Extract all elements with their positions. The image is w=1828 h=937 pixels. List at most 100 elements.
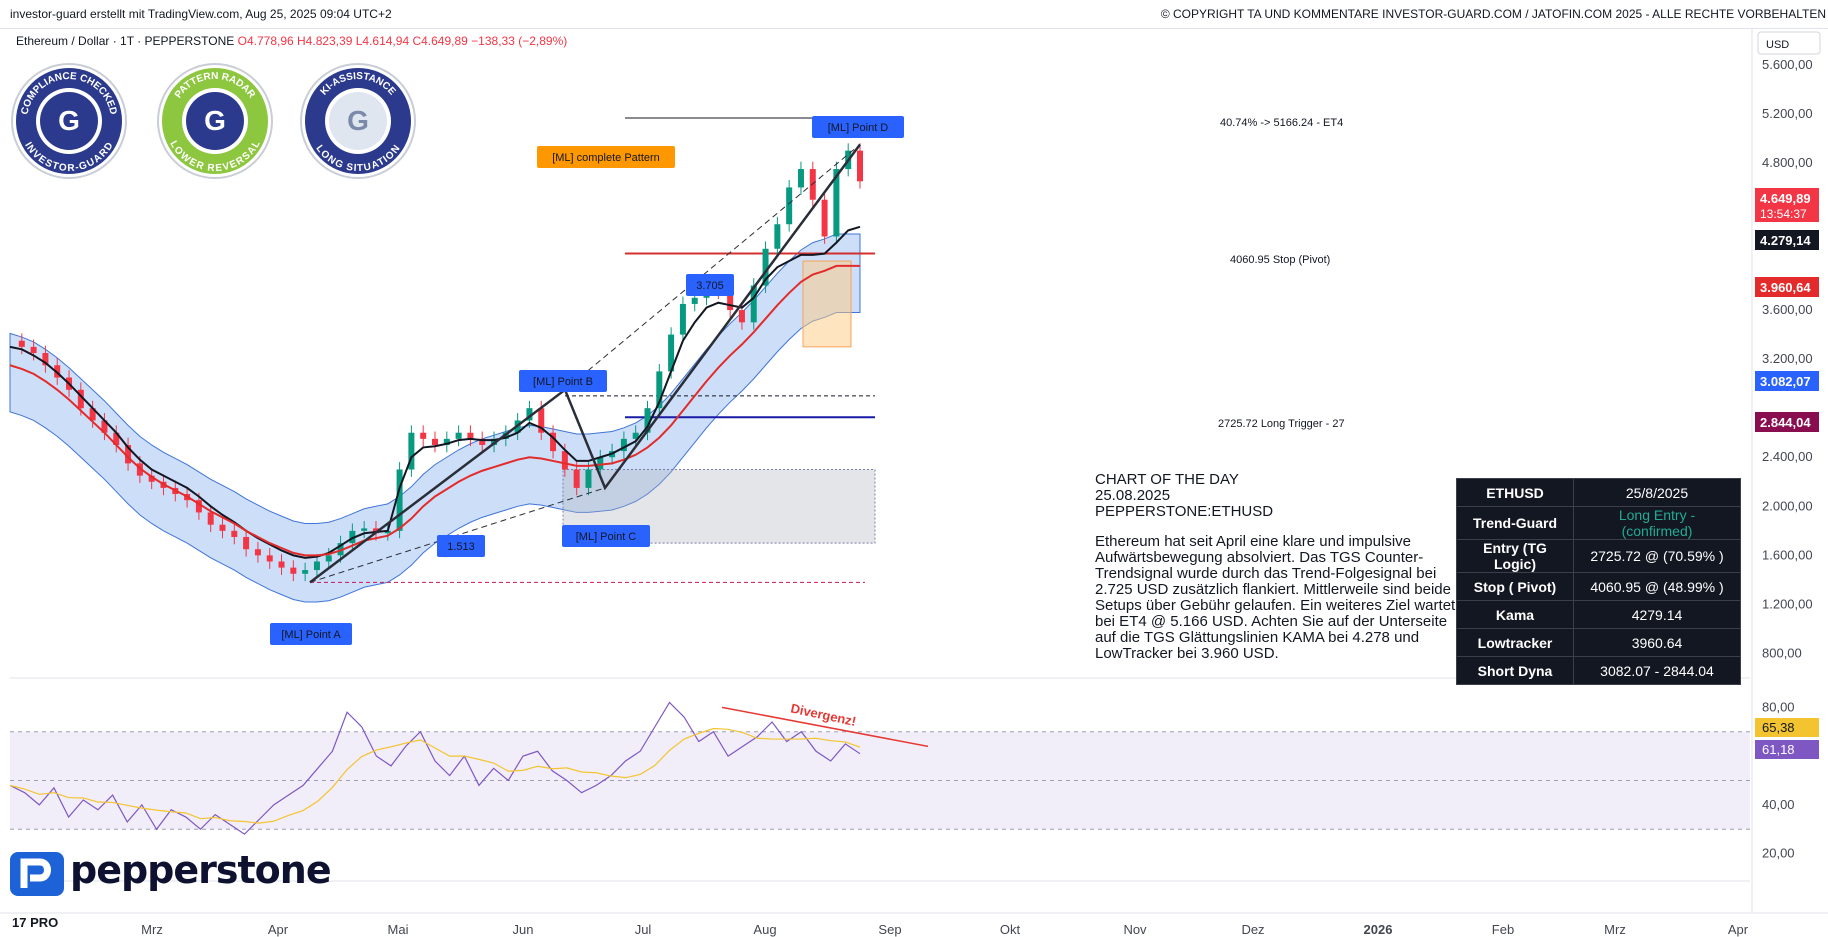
candle-body: [101, 420, 108, 433]
candle-body: [113, 432, 120, 445]
info-row: Entry (TG Logic) 2725.72 @ (70.59% ): [1456, 539, 1741, 573]
pepperstone-p-icon: [10, 852, 64, 896]
price-chart[interactable]: USD5.600,005.200,004.800,004.400,003.600…: [0, 28, 1828, 937]
symbol-name: Ethereum / Dollar · 1T · PEPPERSTONE: [16, 34, 235, 48]
pattern-label-text: [ML] Point D: [828, 122, 889, 134]
pattern-label-text: [ML] complete Pattern: [552, 152, 660, 164]
y-tick-label: 4.800,00: [1762, 155, 1813, 170]
candle-body: [125, 444, 132, 464]
top-bar: investor-guard erstellt mit TradingView.…: [0, 0, 1828, 29]
divergence-label: Divergenz!: [789, 701, 857, 729]
rsi-tick-label: 80,00: [1762, 699, 1795, 714]
candle-body: [266, 555, 273, 562]
info-row: Stop ( Pivot) 4060.95 @ (48.99% ): [1456, 572, 1741, 601]
candle-body: [550, 432, 557, 452]
y-tick-label: 1.600,00: [1762, 547, 1813, 562]
candle-body: [325, 555, 332, 562]
pattern-label-box: [812, 116, 904, 138]
candle-body: [384, 530, 391, 534]
rsi-ma-line: [9, 727, 861, 824]
candle-body: [361, 528, 368, 531]
harmonic-pattern: [309, 143, 862, 584]
candle-body: [632, 432, 639, 439]
info-value: Long Entry - (confirmed): [1573, 506, 1741, 540]
pepperstone-logo: pepperstone: [10, 848, 332, 901]
ohlc-values: O4.778,96 H4.823,39 L4.614,94 C4.649,89 …: [237, 34, 568, 48]
y-tick-label: 2.000,00: [1762, 498, 1813, 513]
candle-body: [396, 469, 403, 531]
rsi-tag: [1755, 740, 1819, 759]
candle-body: [313, 561, 320, 571]
copyright-line: © COPYRIGHT TA UND KOMMENTARE INVESTOR-G…: [1160, 7, 1826, 21]
candle-body: [679, 303, 686, 335]
candle-body: [443, 438, 450, 445]
candle-body: [738, 310, 745, 323]
x-tick-label: Sep: [878, 922, 901, 937]
info-value: 2725.72 @ (70.59% ): [1573, 539, 1741, 573]
info-row: Lowtracker 3960.64: [1456, 628, 1741, 657]
x-tick-label: Okt: [1000, 922, 1021, 937]
info-value: 25/8/2025: [1573, 478, 1741, 507]
candle-body: [302, 570, 309, 574]
pattern-label-box: [562, 525, 650, 547]
story-date: 25.08.2025: [1095, 487, 1171, 504]
info-key: Entry (TG Logic): [1456, 539, 1574, 573]
seal-badge: COMPLIANCE CHECKED INVESTOR-GUARD G: [10, 62, 128, 180]
candle-body: [77, 389, 84, 409]
rsi-tick-label: 20,00: [1762, 846, 1795, 861]
x-tick-label: Feb: [1492, 922, 1514, 937]
kama-line: [9, 225, 861, 559]
level-label: 4060.95 Stop (Pivot): [1230, 254, 1330, 266]
y-tick-label: 800,00: [1762, 645, 1802, 660]
tradingview-logo: 17 PRO: [12, 915, 59, 930]
candle-body: [786, 187, 793, 225]
price-tag-text: 4.649,89: [1760, 191, 1811, 206]
rsi-line: [9, 701, 861, 835]
risk-zone: [802, 260, 852, 348]
seal-badge: KI-ASSISTANCE LONG SITUATION G: [299, 62, 417, 180]
candle-body: [195, 500, 202, 513]
candle-body: [337, 543, 344, 556]
rsi-tag-text: 61,18: [1762, 742, 1795, 757]
info-row: Kama 4279.14: [1456, 600, 1741, 629]
candle-body: [573, 469, 580, 488]
pattern-label-box: [437, 535, 485, 557]
candle-body: [833, 169, 840, 237]
info-value: 4279.14: [1573, 600, 1741, 629]
info-key: Short Dyna: [1456, 656, 1574, 685]
story-title: CHART OF THE DAY: [1095, 471, 1239, 488]
x-tick-label: Apr: [268, 922, 289, 937]
info-key: Lowtracker: [1456, 628, 1574, 657]
info-value: 4060.95 @ (48.99% ): [1573, 572, 1741, 601]
x-tick-label: Nov: [1123, 922, 1147, 937]
x-tick-label: Mrz: [141, 922, 163, 937]
candle-body: [691, 297, 698, 304]
symbol-legend[interactable]: Ethereum / Dollar · 1T · PEPPERSTONE O4.…: [16, 34, 567, 48]
pattern-label-text: [ML] Point B: [533, 376, 593, 388]
pattern-label-box: [519, 370, 607, 392]
level-label: 2725.72 Long Trigger - 27: [1218, 418, 1345, 430]
y-tick-label: 5.600,00: [1762, 57, 1813, 72]
y-tick-label: 5.200,00: [1762, 106, 1813, 121]
price-tag-text: 4.279,14: [1760, 233, 1811, 248]
candle-body: [455, 432, 462, 439]
candle-body: [656, 371, 663, 409]
price-tag-sub: 13:54:37: [1760, 207, 1807, 221]
candle-body: [420, 432, 427, 439]
candle-body: [597, 457, 604, 470]
candle-body: [207, 512, 214, 525]
candle-body: [372, 528, 379, 534]
candle-body: [774, 224, 781, 249]
y-tick-label: 3.600,00: [1762, 302, 1813, 317]
candle-body: [762, 248, 769, 286]
x-tick-label: Mai: [388, 922, 409, 937]
dyna-cloud: [9, 233, 861, 603]
x-tick-label: Apr: [1728, 922, 1749, 937]
price-tag: [1755, 371, 1819, 391]
price-tag: [1755, 412, 1819, 432]
story-symbol: PEPPERSTONE:ETHUSD: [1095, 503, 1274, 520]
info-row: Short Dyna 3082.07 - 2844.04: [1456, 656, 1741, 685]
info-key: Trend-Guard: [1456, 506, 1574, 540]
candle-body: [290, 567, 297, 574]
price-tag: [1755, 277, 1819, 297]
